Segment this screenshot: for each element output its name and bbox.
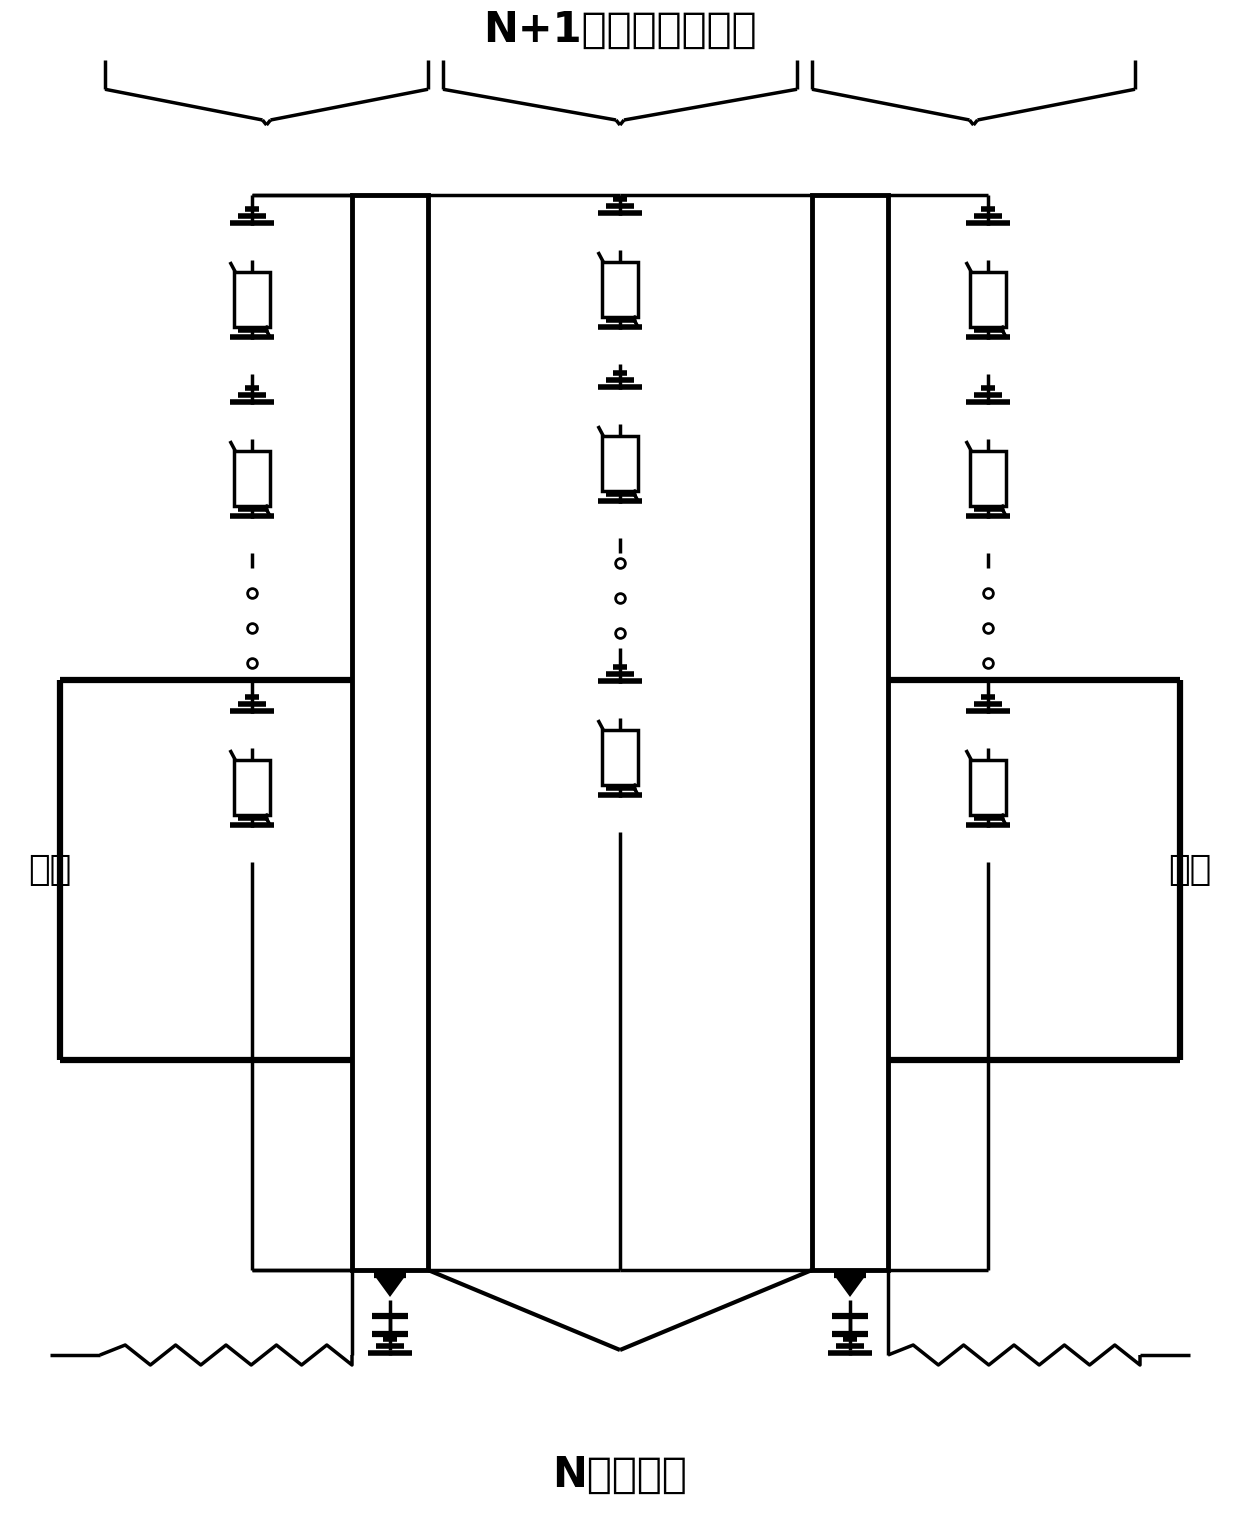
Text: 输入: 输入 (29, 853, 72, 887)
FancyBboxPatch shape (601, 436, 639, 491)
Polygon shape (629, 783, 639, 795)
FancyBboxPatch shape (352, 195, 428, 1269)
Polygon shape (997, 503, 1006, 516)
Polygon shape (629, 488, 639, 500)
FancyBboxPatch shape (234, 451, 270, 507)
FancyBboxPatch shape (601, 731, 639, 784)
Polygon shape (835, 1276, 866, 1297)
FancyBboxPatch shape (970, 451, 1006, 507)
Text: N个谐振器: N个谐振器 (553, 1454, 687, 1497)
Polygon shape (997, 812, 1006, 824)
Polygon shape (997, 325, 1006, 338)
Polygon shape (262, 812, 270, 824)
Text: 输出: 输出 (1168, 853, 1211, 887)
Text: N+1个平行耦合结构: N+1个平行耦合结构 (484, 9, 756, 51)
FancyBboxPatch shape (234, 272, 270, 327)
Polygon shape (374, 1276, 405, 1297)
FancyBboxPatch shape (812, 195, 888, 1269)
FancyBboxPatch shape (970, 760, 1006, 815)
FancyBboxPatch shape (601, 262, 639, 318)
Polygon shape (629, 315, 639, 327)
Polygon shape (262, 503, 270, 516)
FancyBboxPatch shape (234, 760, 270, 815)
Polygon shape (262, 325, 270, 338)
FancyBboxPatch shape (970, 272, 1006, 327)
